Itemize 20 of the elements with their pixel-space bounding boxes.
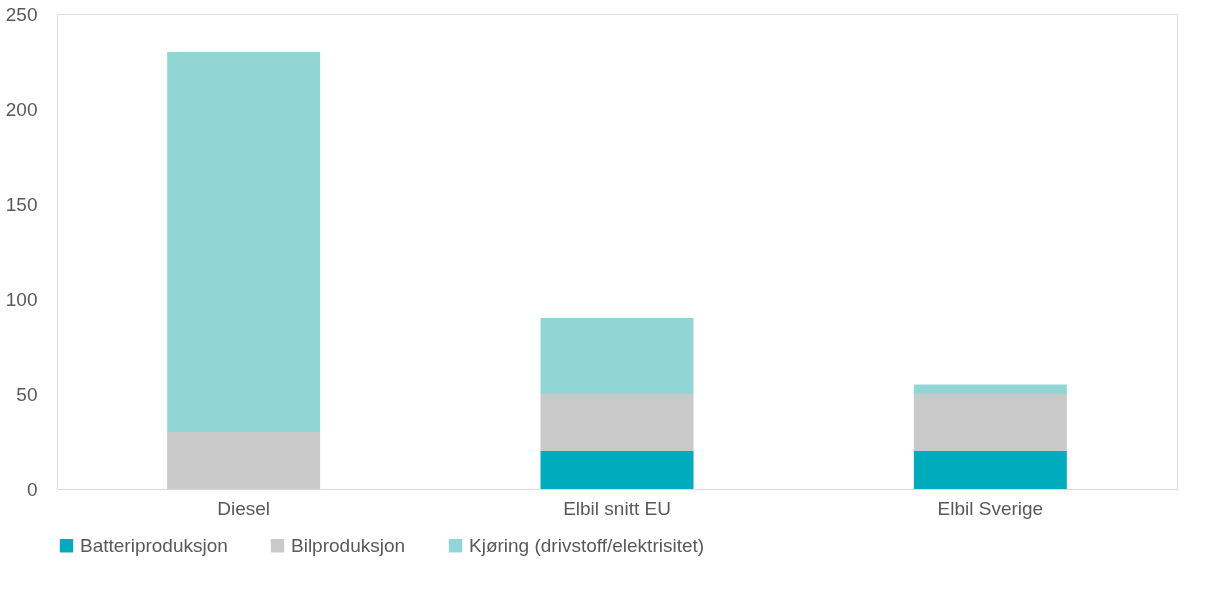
bar	[913, 451, 1067, 489]
y-tick-label: 0	[26, 478, 38, 500]
x-tick-label: Elbil Sverige	[937, 497, 1044, 519]
bar	[913, 384, 1067, 394]
y-tick-label: 250	[5, 3, 38, 25]
x-tick-label: Elbil snitt EU	[563, 497, 671, 519]
y-tick-label: 200	[5, 98, 38, 120]
bar	[167, 432, 321, 489]
y-tick-label: 150	[5, 193, 38, 215]
x-tick-label: Diesel	[217, 497, 271, 519]
legend-label: Kjøring (drivstoff/elektrisitet)	[469, 534, 705, 556]
y-tick-label: 50	[16, 383, 38, 405]
y-tick-label: 100	[5, 288, 38, 310]
bar	[540, 318, 694, 394]
legend-label: Bilproduksjon	[291, 534, 406, 556]
legend-label: Batteriproduksjon	[80, 534, 228, 556]
bar	[167, 52, 321, 432]
bar	[540, 451, 694, 489]
bar	[913, 394, 1067, 451]
bar	[540, 394, 694, 451]
